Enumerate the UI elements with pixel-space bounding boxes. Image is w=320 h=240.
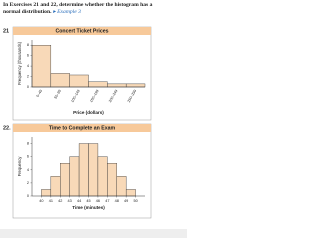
x-tick-label: 42 [58, 199, 62, 203]
y-tick-label: 6 [27, 54, 29, 58]
y-axis-label: Frequency [17, 156, 22, 177]
instructions-box: In Exercises 21 and 22, determine whethe… [3, 2, 163, 16]
y-axis-label: Frequency (thousands) [17, 41, 22, 85]
bar [50, 73, 70, 88]
x-tick-label: 100–149 [70, 89, 80, 103]
bar [31, 45, 52, 88]
x-tick-label: 250–299 [127, 89, 137, 103]
bar [88, 81, 108, 88]
histogram-bar [41, 189, 52, 197]
y-tick-label: 0 [27, 85, 29, 89]
y-tick-label: 0 [27, 194, 29, 198]
instructions: In Exercises 21 and 22, determine whethe… [3, 2, 153, 15]
x-tick-label: 44 [77, 199, 81, 203]
bar [107, 83, 127, 88]
y-tick-label: 2 [27, 75, 29, 79]
histogram-bar [69, 156, 80, 197]
histogram-bar [116, 176, 127, 197]
x-tick-label: 50–99 [53, 89, 61, 100]
x-tick-label: 47 [105, 199, 109, 203]
histogram-bar [78, 143, 89, 197]
x-tick-label: 200–249 [108, 89, 118, 103]
instructions-text: In Exercises 21 and 22, determine whethe… [3, 2, 163, 16]
histogram-bar [107, 163, 117, 197]
y-tick-label: 8 [27, 43, 29, 47]
bar [125, 83, 146, 88]
exercise-number: 21 [3, 28, 9, 34]
x-tick-label: 41 [49, 199, 53, 203]
histogram-bar [50, 176, 61, 197]
y-tick-label: 2 [27, 181, 29, 185]
bar [69, 74, 89, 88]
chart-title: Time to Complete an Exam [49, 126, 116, 132]
x-axis-label: Price (dollars) [73, 110, 104, 115]
chart-title: Concert Ticket Prices [56, 29, 109, 35]
title-band [13, 124, 151, 132]
exercise-number: 22. [3, 125, 11, 131]
example-link-text[interactable]: Example 3 [57, 9, 81, 15]
x-tick-label: 50 [133, 199, 137, 203]
x-axis-label: Time (minutes) [72, 205, 105, 210]
footer-strip [0, 229, 187, 238]
x-tick-label: 150–199 [89, 89, 99, 103]
histogram-bar [125, 189, 136, 197]
histogram-bar [88, 143, 99, 197]
x-tick-label: 0–49 [36, 89, 43, 98]
y-tick-label: 8 [27, 142, 29, 146]
y-tick-label: 4 [27, 168, 29, 172]
x-tick-label: 46 [96, 199, 100, 203]
example-link[interactable]: ▸ Example 3 [52, 9, 81, 15]
x-tick-label: 40 [39, 199, 43, 203]
x-tick-label: 48 [115, 199, 119, 203]
histogram-bar [97, 156, 108, 197]
y-tick-label: 6 [27, 155, 29, 159]
x-tick-label: 49 [124, 199, 128, 203]
page: In Exercises 21 and 22, determine whethe… [0, 2, 187, 238]
x-tick-label: 45 [86, 199, 90, 203]
histogram-bar [60, 163, 70, 197]
y-tick-label: 4 [27, 64, 29, 68]
x-tick-label: 43 [68, 199, 72, 203]
title-band [13, 27, 151, 35]
